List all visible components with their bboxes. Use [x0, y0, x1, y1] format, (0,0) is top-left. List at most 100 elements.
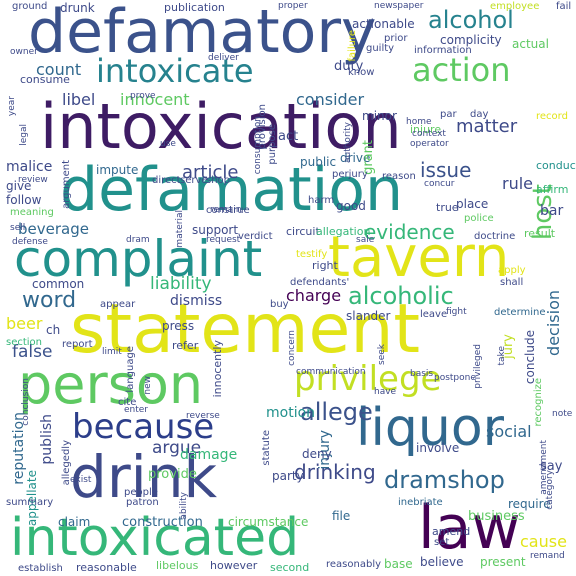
word-claim: claim [58, 515, 91, 529]
word-act: act [278, 129, 299, 144]
word-dismiss: dismiss [170, 293, 223, 309]
word-ground: ground [12, 1, 48, 12]
word-fail: fail [556, 1, 572, 12]
word-count: count [36, 60, 82, 79]
word-circumstance: circumstance [228, 515, 309, 529]
word-injure: injure [410, 123, 442, 136]
word-defamation: defamation [60, 155, 404, 225]
word-issue: issue [420, 158, 472, 182]
word-damage: damage [180, 447, 238, 463]
word-place: place [456, 197, 489, 211]
word-recognize: recognize [533, 378, 544, 427]
word-summary: summary [6, 497, 54, 508]
word-false: false [12, 342, 53, 362]
word-remand: remand [530, 551, 565, 561]
word-consumption: consumption [253, 116, 263, 175]
word-beverage: beverage [18, 220, 89, 238]
word-basis: basis [410, 369, 434, 379]
word-language: language [125, 346, 136, 393]
word-meaning: meaning [10, 207, 54, 218]
word-determine: determine [494, 307, 546, 318]
word-postpone: postpone [434, 373, 476, 383]
word-file: file [332, 509, 351, 523]
word-statute: statute [261, 430, 272, 466]
word-legal: legal [19, 124, 29, 146]
word-article: article [182, 162, 239, 183]
word-law: law [418, 493, 521, 563]
word-section: section [6, 337, 43, 348]
word-ability: ability [179, 492, 189, 520]
word-employee: employee [490, 1, 540, 12]
word-complaint: complaint [14, 230, 263, 288]
word-enter: enter [124, 405, 149, 415]
word-take: take [497, 346, 507, 366]
word-however: however [210, 559, 258, 572]
word-actionable: actionable [352, 17, 415, 31]
word-involve: involve [416, 441, 460, 455]
word-note: note [552, 409, 573, 419]
word-authority: authority [343, 122, 353, 164]
word-year: year [7, 96, 17, 117]
word-reason: reason [382, 171, 416, 182]
word-actual: actual [512, 37, 549, 51]
word-believe: believe [420, 555, 464, 569]
word-argue: argue [152, 438, 202, 458]
word-person: person [18, 353, 204, 416]
word-liability: liability [150, 274, 212, 294]
word-statement: statement [70, 290, 421, 369]
word-apply: apply [498, 265, 526, 276]
word-set: set [434, 537, 450, 548]
word-prove: prove [130, 91, 156, 101]
word-base: base [384, 557, 413, 571]
word-proper: proper [278, 1, 308, 11]
word-word: word [22, 288, 77, 313]
word-give: give [6, 179, 32, 193]
word-purpose: purpose [267, 124, 278, 165]
word-innocently: innocently [211, 340, 224, 398]
word-conclusion: conclusion [21, 378, 31, 426]
word-shop: shop [206, 175, 231, 186]
word-defamatory: defamatory [28, 0, 377, 67]
word-serve: serve [180, 175, 208, 186]
word-construction: construction [122, 515, 203, 530]
word-communication: communication [296, 367, 366, 377]
word-duty: duty [334, 59, 364, 74]
word-construe: construe [206, 205, 250, 216]
word-tavern: tavern [328, 225, 510, 290]
word-motion: motion [266, 405, 316, 421]
word-inebriate: inebriate [398, 497, 443, 508]
word-appear: appear [100, 299, 136, 310]
word-innocent: innocent [120, 90, 190, 109]
word-newspaper: newspaper [374, 1, 424, 11]
word-intoxicate: intoxicate [96, 52, 254, 90]
word-people: people [124, 487, 158, 498]
word-social: social [486, 422, 532, 441]
word-alcoholic: alcoholic [348, 282, 454, 310]
word-guilty: guilty [366, 43, 395, 54]
word-par: par [440, 109, 457, 120]
word-shall: shall [500, 277, 524, 288]
word-intoxication: intoxication [40, 90, 402, 163]
word-exist: exist [70, 475, 92, 485]
word-category: category [545, 470, 555, 510]
word-report: report [62, 339, 93, 350]
word-business: business [468, 509, 525, 524]
word-establish: establish [18, 563, 63, 574]
word-privilege: privilege [294, 359, 442, 399]
word-because: because [72, 407, 215, 447]
word-doctrine: doctrine [474, 231, 516, 242]
word-argument: argument [61, 160, 72, 209]
word-prior: prior [384, 33, 408, 44]
word-cause: cause [520, 532, 567, 551]
word-amend: amend [432, 525, 471, 538]
word-good: good [336, 199, 366, 213]
word-record: record [536, 111, 568, 122]
word-have: have [374, 387, 397, 397]
word-complicity: complicity [440, 33, 502, 47]
word-drink: drink [70, 443, 218, 511]
word-common: common [32, 277, 85, 291]
word-conduct: conduct [536, 159, 576, 172]
word-allege: allege [300, 398, 373, 426]
word-sale: sale [356, 235, 375, 245]
word-dram: dram [126, 235, 150, 245]
